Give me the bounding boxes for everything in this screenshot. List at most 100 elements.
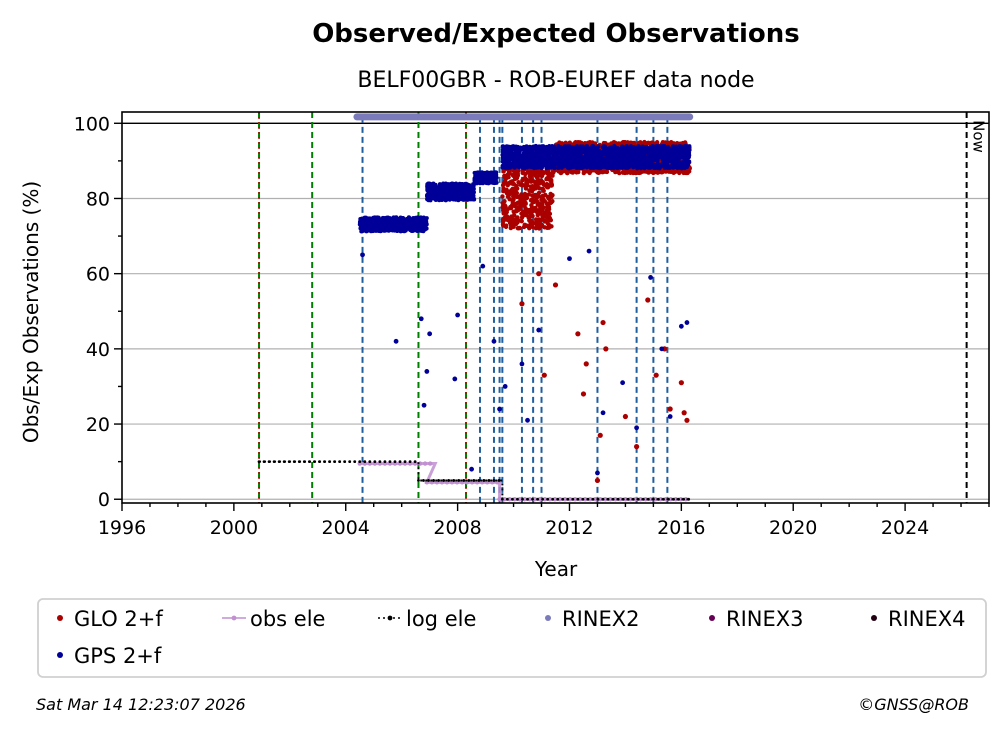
gps-2-fpoint xyxy=(652,163,656,167)
gps-2-fpoint xyxy=(637,146,641,150)
gps-2-fpoint xyxy=(374,224,378,228)
glo-2-fpoint xyxy=(545,182,549,186)
glo-2-fpoint xyxy=(537,217,541,221)
gps-2-fpoint xyxy=(597,166,601,170)
glo-2-fpoint xyxy=(668,406,673,411)
glo-2-fpoint xyxy=(603,346,608,351)
log-ele-point xyxy=(501,498,504,501)
gps-2-fpoint xyxy=(424,369,429,374)
gps-2-fpoint xyxy=(511,146,515,150)
log-ele-point xyxy=(587,498,590,501)
gps-2-fpoint xyxy=(596,153,600,157)
gps-2-fpoint xyxy=(487,174,491,178)
log-ele-point xyxy=(602,498,605,501)
gps-2-fpoint xyxy=(535,148,539,152)
log-ele-point xyxy=(652,498,655,501)
log-ele-point xyxy=(273,460,276,463)
log-ele-point xyxy=(378,460,381,463)
glo-2-fpoint xyxy=(526,169,530,173)
glo-2-fpoint xyxy=(517,226,521,230)
gps-2-fpoint xyxy=(433,187,437,191)
gps-2-fpoint xyxy=(642,149,646,153)
gps-2-fpoint xyxy=(656,154,660,158)
glo-2-fpoint xyxy=(623,140,627,144)
gps-2-fpoint xyxy=(452,182,456,186)
log-ele-point xyxy=(427,479,430,482)
gps-2-fpoint xyxy=(394,215,398,219)
glo-2-fpoint xyxy=(520,183,524,187)
gps-2-fpoint xyxy=(649,145,653,149)
now-label: Now xyxy=(970,120,988,153)
gps-2-fpoint xyxy=(467,194,471,198)
gps-2-fpoint xyxy=(654,147,658,151)
log-ele-point xyxy=(687,498,690,501)
gps-2-fpoint xyxy=(444,198,448,202)
log-ele-point xyxy=(422,479,425,482)
log-ele-point xyxy=(348,460,351,463)
glo-2-fpoint xyxy=(515,215,519,219)
glo-2-fpoint xyxy=(536,194,540,198)
glo-2-fpoint xyxy=(506,175,510,179)
gps-2-fpoint xyxy=(673,157,677,161)
log-ele-point xyxy=(516,498,519,501)
gps-2-fpoint xyxy=(626,149,630,153)
log-ele-point xyxy=(283,460,286,463)
log-ele-point xyxy=(452,479,455,482)
log-ele-point xyxy=(622,498,625,501)
log-ele-point xyxy=(541,498,544,501)
gps-2-fpoint xyxy=(664,162,668,166)
log-ele-point xyxy=(672,498,675,501)
glo-2-fpoint xyxy=(575,331,580,336)
log-ele-point xyxy=(383,460,386,463)
gps-2-fpoint xyxy=(680,166,684,170)
gps-2-fpoint xyxy=(579,164,583,168)
gps-2-fpoint xyxy=(628,157,632,161)
gps-2-fpoint xyxy=(464,182,468,186)
glo-2-fpoint xyxy=(545,226,549,230)
gps-2-fpoint xyxy=(683,162,687,166)
gps-2-fpoint xyxy=(687,160,691,164)
gps-2-fpoint xyxy=(369,229,373,233)
gps-2-fpoint xyxy=(565,155,569,159)
gps-2-fpoint xyxy=(415,229,419,233)
gps-2-fpoint xyxy=(452,377,457,382)
gps-2-fpoint xyxy=(454,186,458,190)
glo-2-fpoint xyxy=(512,182,516,186)
gps-2-fpoint xyxy=(667,152,671,156)
gps-2-fpoint xyxy=(663,158,667,162)
log-ele-point xyxy=(488,479,491,482)
log-ele-point xyxy=(358,460,361,463)
log-ele-point xyxy=(442,479,445,482)
gps-2-fpoint xyxy=(647,160,651,164)
gps-2-fpoint xyxy=(516,163,520,167)
log-ele-point xyxy=(457,479,460,482)
gps-2-fpoint xyxy=(651,153,655,157)
gps-2-fpoint xyxy=(663,153,667,157)
log-ele-point xyxy=(506,498,509,501)
glo-2-fpoint xyxy=(543,199,547,203)
gps-2-fpoint xyxy=(451,194,455,198)
glo-2-fpoint xyxy=(548,192,552,196)
gps-2-fpoint xyxy=(601,410,606,415)
gps-2-fpoint xyxy=(550,163,554,167)
gps-2-fpoint xyxy=(628,153,632,157)
gps-2-fpoint xyxy=(455,313,460,318)
log-ele-point xyxy=(582,498,585,501)
glo-2-fpoint xyxy=(530,193,534,197)
glo-2-fpoint xyxy=(616,141,620,145)
log-ele-point xyxy=(483,479,486,482)
glo-2-fpoint xyxy=(535,225,539,229)
gps-2-fpoint xyxy=(372,228,376,232)
glo-2-fpoint xyxy=(511,187,515,191)
gps-2-fpoint xyxy=(621,149,625,153)
gps-2-fpoint xyxy=(473,178,477,182)
gps-2-fpoint xyxy=(451,190,455,194)
gps-2-fpoint xyxy=(683,147,687,151)
gps-2-fpoint xyxy=(675,164,679,168)
gps-2-fpoint xyxy=(440,193,444,197)
gps-2-fpoint xyxy=(579,157,583,161)
log-ele-point xyxy=(521,498,524,501)
glo-2-fpoint xyxy=(681,171,685,175)
gps-2-fpoint xyxy=(442,182,446,186)
